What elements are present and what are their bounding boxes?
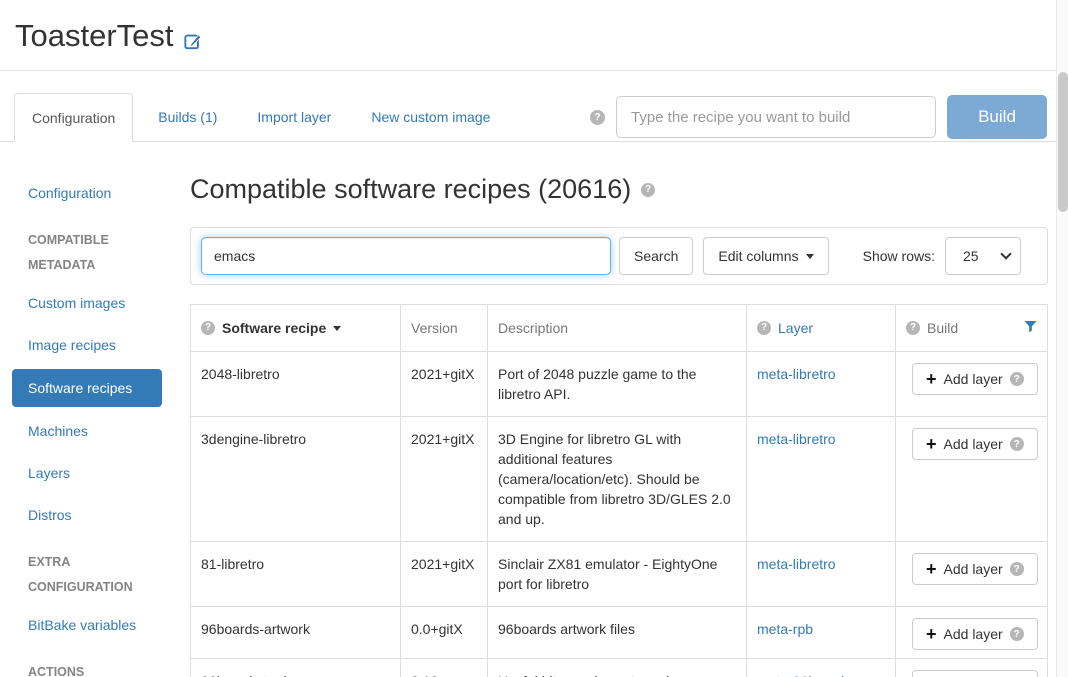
scrollbar-thumb[interactable] (1058, 72, 1068, 212)
recipe-name: 81-libretro (190, 541, 401, 607)
add-layer-label: Add layer (943, 436, 1003, 452)
table-row: 96boards-tools 0.12 Useful bits an piece… (190, 658, 1048, 677)
layer-col-label[interactable]: Layer (778, 320, 814, 336)
add-layer-button[interactable]: + Add layer ? (912, 363, 1038, 395)
recipe-version: 0.12 (400, 658, 488, 677)
table-row: 81-libretro 2021+gitX Sinclair ZX81 emul… (190, 541, 1048, 607)
edit-columns-button[interactable]: Edit columns (703, 237, 829, 275)
table-row: 96boards-artwork 0.0+gitX 96boards artwo… (190, 606, 1048, 659)
table-row: 3dengine-libretro 2021+gitX 3D Engine fo… (190, 416, 1048, 542)
recipe-version: 2021+gitX (400, 541, 488, 607)
tab-configuration[interactable]: Configuration (14, 93, 134, 142)
recipes-title: Compatible software recipes (20616) ? (190, 174, 1048, 205)
recipes-search-input[interactable] (201, 237, 611, 275)
recipe-name: 2048-libretro (190, 351, 401, 417)
layer-link[interactable]: meta-libretro (757, 366, 836, 382)
add-layer-button[interactable]: + Add layer ? (912, 553, 1038, 585)
build-controls: ? Build (590, 95, 1047, 139)
tab-new-custom-image[interactable]: New custom image (371, 109, 491, 125)
sidebar-item-custom-images[interactable]: Custom images (28, 295, 126, 311)
chevron-down-icon (805, 253, 814, 259)
sidebar: Configuration Compatible metadata Custom… (0, 142, 190, 677)
build-help-icon[interactable]: ? (590, 109, 605, 125)
main-content: Compatible software recipes (20616) ? Se… (190, 142, 1068, 677)
add-layer-help-icon[interactable]: ? (1009, 562, 1024, 576)
layer-link[interactable]: meta-libretro (757, 556, 836, 572)
recipe-description: 96boards artwork files (487, 606, 747, 659)
sidebar-item-bitbake-variables[interactable]: BitBake variables (28, 617, 137, 633)
recipe-version: 2021+gitX (400, 416, 488, 542)
build-col-label: Build (927, 320, 959, 336)
recipe-version: 2021+gitX (400, 351, 488, 417)
tab-builds[interactable]: Builds (1) (158, 109, 218, 125)
tab-list: Configuration Builds (1) Import layer Ne… (14, 93, 515, 142)
add-layer-label: Add layer (943, 371, 1003, 387)
recipes-help-icon[interactable]: ? (641, 182, 656, 197)
table-header-row: ? Software recipe Version Description ? … (190, 304, 1048, 352)
sidebar-heading-extra-configuration: Extra configuration (28, 555, 133, 594)
recipe-name: 3dengine-libretro (190, 416, 401, 542)
project-name: ToasterTest (15, 18, 174, 53)
tab-import-layer[interactable]: Import layer (257, 109, 332, 125)
tab-navbar: Configuration Builds (1) Import layer Ne… (0, 93, 1068, 142)
layer-link[interactable]: meta-libretro (757, 431, 836, 447)
layer-col-help-icon[interactable]: ? (757, 321, 771, 335)
add-layer-button[interactable]: + Add layer ? (912, 428, 1038, 460)
filter-icon[interactable] (1024, 318, 1037, 338)
add-layer-button[interactable]: + Add layer ? (912, 618, 1038, 650)
show-rows-group: Show rows: 25 (863, 237, 1021, 275)
add-layer-help-icon[interactable]: ? (1009, 437, 1024, 451)
add-layer-label: Add layer (943, 626, 1003, 642)
col-header-version: Version (400, 304, 488, 352)
recipe-description: Useful bits an pieces to make 96Boards m… (487, 658, 747, 677)
sidebar-item-software-recipes[interactable]: Software recipes (12, 369, 162, 407)
sidebar-item-configuration[interactable]: Configuration (28, 185, 112, 201)
recipes-table: ? Software recipe Version Description ? … (190, 304, 1048, 677)
plus-icon: + (926, 624, 937, 644)
recipe-name: 96boards-tools (190, 658, 401, 677)
page-title: ToasterTest (15, 14, 202, 58)
show-rows-select[interactable]: 25 (945, 237, 1021, 275)
add-layer-button[interactable]: + Add layer ? (912, 670, 1038, 677)
recipe-build-input[interactable] (616, 96, 936, 138)
recipe-name: 96boards-artwork (190, 606, 401, 659)
recipes-title-text: Compatible software recipes (20616) (190, 174, 632, 204)
recipe-version: 0.0+gitX (400, 606, 488, 659)
add-layer-help-icon[interactable]: ? (1009, 372, 1024, 386)
plus-icon: + (926, 434, 937, 454)
recipe-description: Port of 2048 puzzle game to the libretro… (487, 351, 747, 417)
add-layer-help-icon[interactable]: ? (1009, 627, 1024, 641)
recipe-col-help-icon[interactable]: ? (201, 321, 215, 335)
edit-project-name-icon[interactable] (183, 22, 202, 58)
show-rows-label: Show rows: (862, 248, 935, 264)
sidebar-item-layers[interactable]: Layers (28, 465, 71, 481)
sidebar-heading-actions: Actions (28, 665, 85, 677)
sidebar-heading-compatible-metadata: Compatible metadata (28, 233, 109, 272)
sidebar-item-machines[interactable]: Machines (28, 423, 88, 439)
build-button[interactable]: Build (947, 95, 1047, 139)
build-col-help-icon[interactable]: ? (906, 321, 920, 335)
table-toolbar: Search Edit columns Show rows: 25 (190, 227, 1048, 285)
recipe-description: Sinclair ZX81 emulator - EightyOne port … (487, 541, 747, 607)
recipe-description: 3D Engine for libretro GL with additiona… (487, 416, 747, 542)
col-header-software-recipe[interactable]: ? Software recipe (190, 304, 401, 352)
recipe-col-label: Software recipe (222, 320, 327, 336)
sidebar-item-image-recipes[interactable]: Image recipes (28, 337, 116, 353)
col-header-layer[interactable]: ? Layer (746, 304, 896, 352)
sidebar-item-distros[interactable]: Distros (28, 507, 72, 523)
vertical-scrollbar[interactable] (1056, 0, 1068, 677)
sort-caret-icon (333, 325, 342, 331)
col-header-description: Description (487, 304, 747, 352)
search-button[interactable]: Search (619, 237, 694, 275)
plus-icon: + (926, 369, 937, 389)
col-header-build: ? Build (895, 304, 1048, 352)
layer-link[interactable]: meta-rpb (757, 621, 814, 637)
add-layer-label: Add layer (943, 561, 1003, 577)
plus-icon: + (926, 559, 937, 579)
app-header: ToasterTest (0, 0, 1068, 71)
table-row: 2048-libretro 2021+gitX Port of 2048 puz… (190, 351, 1048, 417)
layer-link[interactable]: meta-96boards (757, 673, 851, 677)
edit-columns-label: Edit columns (718, 248, 799, 264)
